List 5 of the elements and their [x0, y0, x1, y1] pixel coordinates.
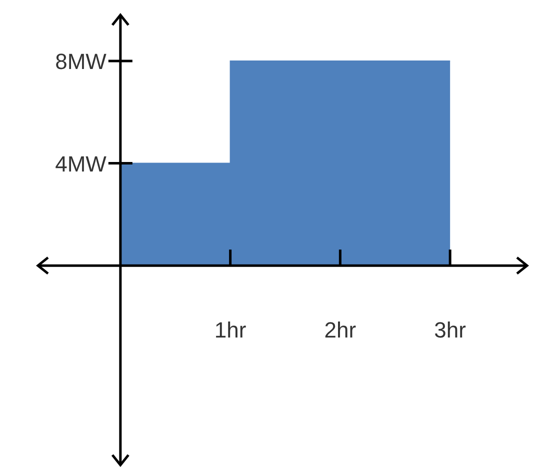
x-tick-label: 3hr — [434, 318, 466, 343]
x-tick-label: 1hr — [214, 318, 246, 343]
y-tick-label: 8MW — [55, 49, 107, 74]
y-tick-label: 4MW — [55, 151, 107, 176]
x-tick-label: 2hr — [324, 318, 356, 343]
